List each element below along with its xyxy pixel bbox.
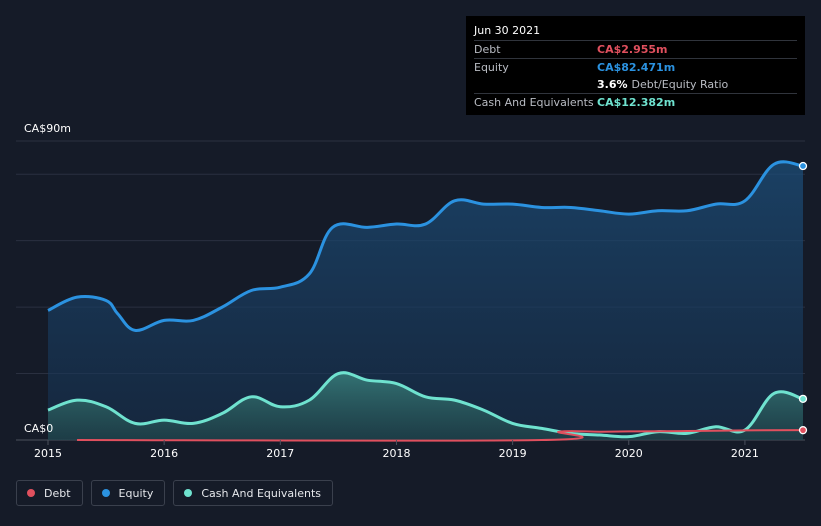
- tooltip-cash-label: Cash And Equivalents: [474, 96, 594, 109]
- equity-area: [48, 161, 803, 440]
- x-tick-label: 2018: [382, 447, 410, 460]
- equity-end-marker: [798, 161, 808, 171]
- legend-label-cash: Cash And Equivalents: [201, 486, 321, 500]
- tooltip-panel: Jun 30 2021 Debt CA$2.955m Equity CA$82.…: [466, 16, 805, 115]
- tooltip-ratio-label: Debt/Equity Ratio: [631, 78, 729, 91]
- tooltip-equity-value: CA$82.471m: [597, 61, 676, 74]
- cash-area: [48, 372, 803, 440]
- legend-item-equity[interactable]: Equity: [90, 480, 166, 506]
- tooltip-debt-label: Debt: [474, 43, 501, 56]
- debt-line: [77, 429, 804, 442]
- legend-dot-equity: [101, 489, 110, 497]
- cash-line: [47, 371, 804, 439]
- debt-end-marker: [798, 426, 808, 435]
- legend-item-debt[interactable]: Debt: [16, 480, 83, 506]
- legend-dot-debt: [27, 489, 35, 497]
- x-tick-label: 2021: [731, 447, 759, 460]
- legend-label-debt: Debt: [44, 486, 71, 500]
- tooltip-equity-label: Equity: [474, 61, 509, 74]
- chart-legend: Debt Equity Cash And Equivalents: [16, 480, 333, 506]
- legend-label-equity: Equity: [118, 486, 154, 500]
- legend-item-cash[interactable]: Cash And Equivalents: [173, 480, 333, 506]
- cash-end-marker: [798, 394, 808, 404]
- y-tick-label: CA$0: [24, 422, 53, 435]
- legend-dot-cash: [184, 489, 193, 497]
- tooltip-date: Jun 30 2021: [474, 24, 541, 37]
- x-tick-label: 2017: [266, 447, 294, 460]
- x-tick-label: 2016: [150, 447, 178, 460]
- tooltip-debt-value: CA$2.955m: [597, 43, 668, 56]
- x-tick-label: 2019: [499, 447, 527, 460]
- chart-lines: [47, 160, 804, 442]
- tooltip-ratio-value: 3.6%: [597, 78, 628, 91]
- chart-areas: [48, 161, 803, 440]
- y-axis-labels: CA$0 CA$90m: [24, 122, 71, 435]
- tooltip-cash-value: CA$12.382m: [597, 96, 676, 109]
- tooltip-ratio-spacer: [474, 76, 597, 93]
- x-axis: 2015 2016 2017 2018 2019 2020 2021: [34, 440, 759, 460]
- chart-end-markers: [798, 161, 808, 435]
- x-tick-label: 2020: [615, 447, 643, 460]
- y-tick-label: CA$90m: [24, 122, 71, 135]
- equity-line: [47, 160, 804, 332]
- x-tick-label: 2015: [34, 447, 62, 460]
